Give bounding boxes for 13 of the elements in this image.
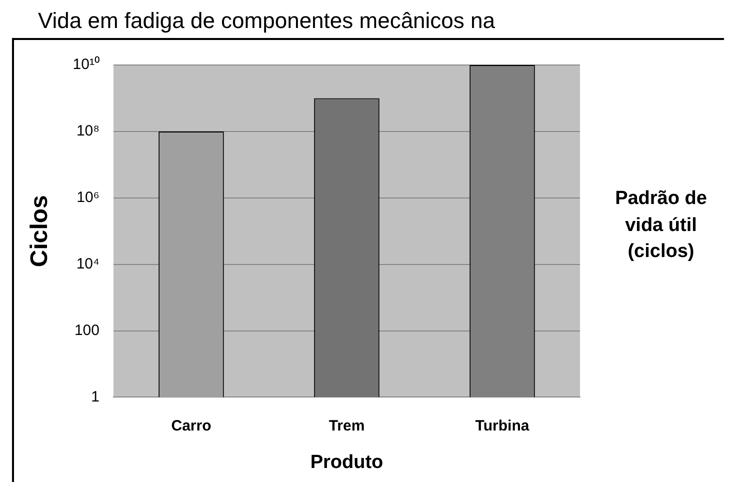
y-tick-label: 10⁶	[76, 189, 100, 206]
x-tick-label: Trem	[328, 417, 365, 434]
y-tick-label: 10⁸	[76, 122, 100, 140]
y-tick-label: 1	[91, 388, 100, 406]
chart-title: Vida em fadiga de componentes mecânicos na	[38, 8, 495, 34]
legend-title: Padrão de vida útil (ciclos)	[614, 187, 708, 264]
y-tick-label: 10⁴	[76, 255, 100, 272]
y-tick-label: 100	[74, 322, 100, 339]
x-axis-title: Produto	[310, 452, 384, 473]
y-axis-title: Ciclos	[26, 195, 54, 268]
x-tick-label: Turbina	[475, 417, 530, 434]
x-tick-label: Carro	[171, 417, 212, 434]
y-tick-label: 10¹⁰	[72, 56, 100, 74]
